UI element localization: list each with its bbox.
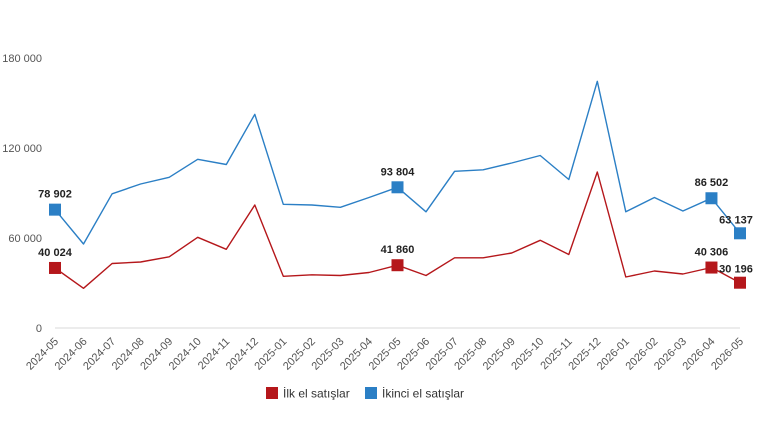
- data-label: 78 902: [38, 189, 72, 201]
- y-tick-label: 120 000: [2, 143, 42, 155]
- data-point-marker: [734, 227, 746, 240]
- series-line-1: [54, 80, 741, 245]
- data-point-marker: [705, 261, 718, 274]
- y-tick-label: 180 000: [2, 53, 42, 65]
- data-label: 40 024: [38, 247, 73, 259]
- legend-swatch-1: [365, 387, 377, 399]
- data-label: 30 196: [719, 264, 753, 276]
- y-tick-label: 0: [36, 323, 42, 335]
- y-tick-label: 60 000: [8, 233, 42, 245]
- data-labels: 40 024 41 860 40 306 30 196 78 902 93 804 86 5…: [38, 166, 753, 275]
- y-axis: 0 60 000 120 000 180 000: [2, 53, 42, 335]
- data-markers: [49, 181, 746, 289]
- legend: İlk el satışlar İkinci el satışlar: [266, 387, 464, 401]
- data-label: 93 804: [381, 166, 416, 178]
- legend-label-1: İkinci el satışlar: [382, 387, 464, 401]
- data-label: 86 502: [695, 177, 729, 189]
- legend-label-0: İlk el satışlar: [283, 387, 350, 401]
- data-label: 41 860: [381, 244, 415, 256]
- data-point-marker: [49, 203, 61, 216]
- legend-swatch-0: [266, 387, 278, 399]
- data-point-marker: [391, 181, 404, 194]
- data-point-marker: [391, 259, 404, 272]
- x-axis: 2024-052024-062024-072024-082024-092024-…: [24, 327, 746, 373]
- data-label: 63 137: [719, 214, 753, 226]
- data-point-marker: [705, 192, 718, 205]
- data-label: 40 306: [695, 247, 729, 259]
- data-point-marker: [734, 276, 746, 289]
- data-point-marker: [49, 261, 61, 274]
